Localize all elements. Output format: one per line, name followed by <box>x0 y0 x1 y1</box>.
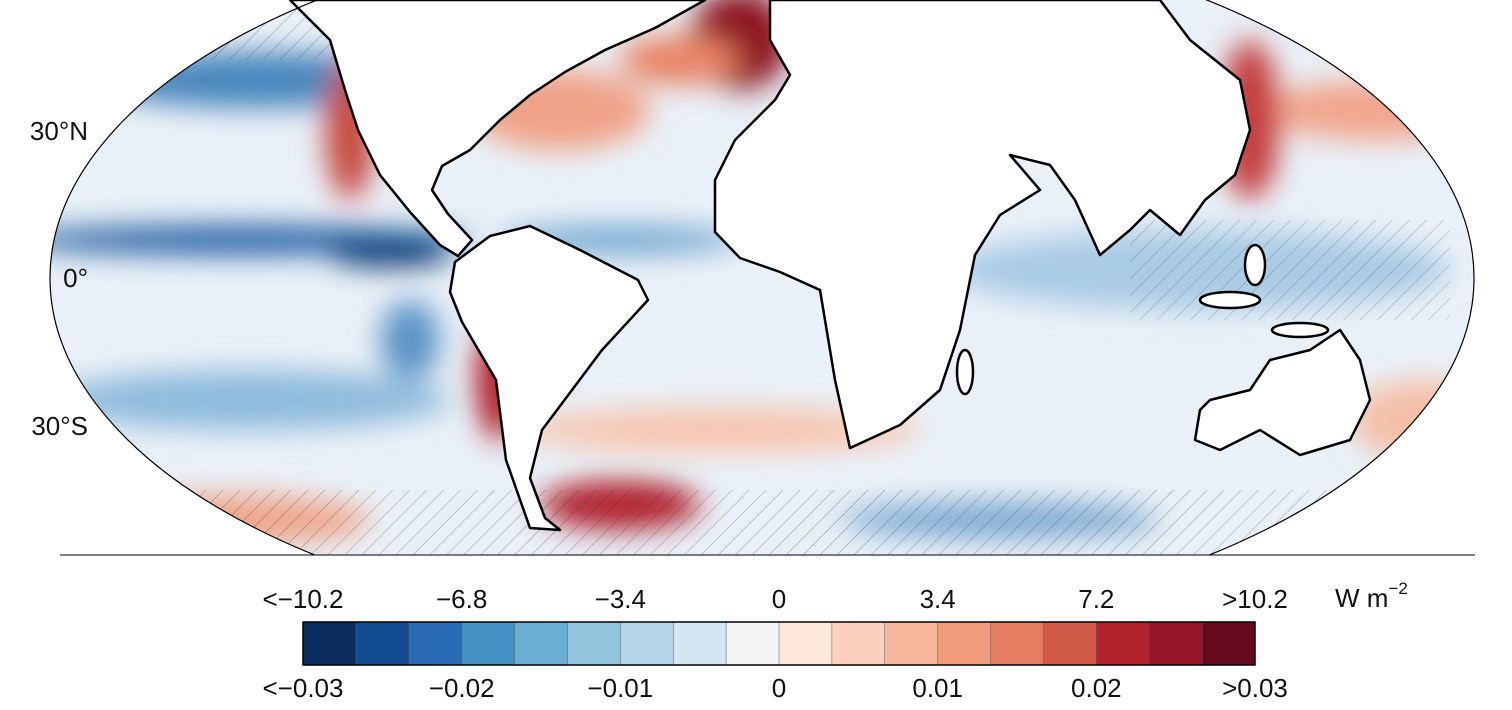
map <box>49 0 1475 555</box>
colorbar-swatch <box>884 622 938 665</box>
colorbar-swatch <box>1043 622 1097 665</box>
colorbar-swatch <box>779 622 832 665</box>
colorbar-swatch <box>1149 622 1203 665</box>
colorbar-swatch <box>408 622 462 665</box>
colorbar-top-label: <−10.2 <box>263 584 344 614</box>
colorbar-swatch <box>620 622 674 665</box>
colorbar-top-label: 0 <box>772 584 786 614</box>
colorbar-top-label: 7.2 <box>1078 584 1114 614</box>
latitude-labels: 30°N 0° 30°S <box>30 116 88 441</box>
ocean-field <box>50 0 1474 555</box>
colorbar-bottom-label: 0.01 <box>912 673 963 703</box>
colorbar-bottom-label: 0 <box>772 673 786 703</box>
unit: W m <box>1335 583 1388 613</box>
colorbar-bottom-label: <−0.03 <box>263 673 344 703</box>
colorbar-top-label: −6.8 <box>436 584 487 614</box>
colorbar-top-label: >10.2 <box>1222 584 1288 614</box>
colorbar-swatch <box>937 622 991 665</box>
latitude-label: 30°N <box>30 116 88 146</box>
latitude-label: 0° <box>63 263 88 293</box>
colorbar-swatch <box>567 622 621 665</box>
colorbar-swatch <box>673 622 727 665</box>
colorbar-swatch <box>1096 622 1150 665</box>
colorbar-swatch <box>461 622 515 665</box>
colorbar-swatch <box>831 622 885 665</box>
colorbar-bottom-label: 0.02 <box>1071 673 1122 703</box>
colorbar-top-label: 3.4 <box>920 584 956 614</box>
colorbar-frame <box>302 621 1256 666</box>
colorbar-swatch <box>514 622 568 665</box>
map-frame <box>49 0 1475 555</box>
unit-label: W m−2 <box>1335 579 1408 612</box>
land <box>288 0 1372 532</box>
colorbar-bottom-label: −0.01 <box>587 673 653 703</box>
colorbar-bottom-label: >0.03 <box>1222 673 1288 703</box>
colorbar-swatch <box>303 622 356 665</box>
latitude-label: 30°S <box>31 411 88 441</box>
colorbar-swatch <box>990 622 1044 665</box>
colorbar-swatch <box>355 622 409 665</box>
colorbar: <−10.2 −6.8 −3.4 0 3.4 7.2 >10.2 <−0.03 −0.02 −0.… <box>263 584 1288 703</box>
colorbar-bottom-label: −0.02 <box>429 673 495 703</box>
colorbar-top-label: −3.4 <box>595 584 646 614</box>
unit-exponent: −2 <box>1388 579 1407 598</box>
colorbar-swatch <box>726 622 779 665</box>
colorbar-swatch <box>1202 622 1255 665</box>
